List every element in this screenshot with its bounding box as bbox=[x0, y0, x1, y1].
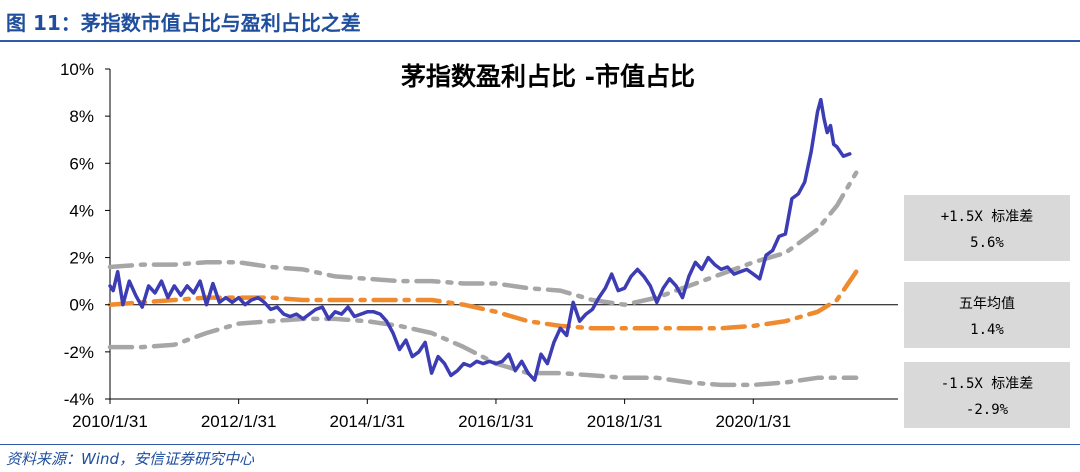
annotation-label: 五年均值 bbox=[959, 296, 1015, 312]
y-tick-label: 2% bbox=[69, 249, 94, 268]
figure-header: 图 11：茅指数市值占比与盈利占比之差 bbox=[0, 0, 1080, 44]
annotation-label: +1.5X 标准差 bbox=[941, 209, 1034, 225]
header-rule bbox=[0, 40, 1080, 42]
x-tick-label: 2014/1/31 bbox=[329, 412, 405, 431]
plot-area bbox=[109, 69, 898, 400]
chart-title: 茅指数盈利占比 -市值占比 bbox=[401, 62, 695, 91]
x-tick-label: 2018/1/31 bbox=[587, 412, 663, 431]
source-rule bbox=[0, 444, 1080, 445]
series-line-upper-band bbox=[107, 170, 859, 307]
y-tick-label: 0% bbox=[69, 296, 94, 315]
y-tick-label: -2% bbox=[64, 343, 94, 362]
x-tick-label: 2020/1/31 bbox=[715, 412, 791, 431]
x-tick-label: 2012/1/31 bbox=[201, 412, 277, 431]
annotation-box bbox=[904, 195, 1070, 261]
chart: 茅指数盈利占比 -市值占比 -4% -2% 0% 2% 4% 6% 8% 10% 2010/1/… bbox=[60, 60, 1070, 431]
annotation-box bbox=[904, 282, 1070, 348]
annotation-label: -1.5X 标准差 bbox=[941, 376, 1034, 392]
annotation-box bbox=[904, 362, 1070, 428]
x-tick-label: 2010/1/31 bbox=[72, 412, 148, 431]
annotation-value: 5.6% bbox=[970, 235, 1004, 251]
annotation-value: 1.4% bbox=[970, 322, 1004, 338]
y-tick-label: -4% bbox=[64, 390, 94, 409]
y-tick-label: 6% bbox=[69, 154, 94, 173]
series-line-five-year-mean bbox=[107, 269, 859, 331]
annotation-value: -2.9% bbox=[966, 402, 1009, 418]
figure-title: 图 11：茅指数市值占比与盈利占比之差 bbox=[6, 11, 361, 35]
series-line-diff bbox=[108, 97, 852, 382]
axis-ticks: -4% -2% 0% 2% 4% 6% 8% 10% 2010/1/31 2012/1/31 201… bbox=[60, 60, 791, 431]
x-tick-label: 2016/1/31 bbox=[458, 412, 534, 431]
y-tick-label: 10% bbox=[60, 60, 94, 79]
source-note: 资料来源：Wind，安信证券研究中心 bbox=[6, 450, 255, 468]
y-tick-label: 8% bbox=[69, 107, 94, 126]
annotations: +1.5X 标准差 5.6% 五年均值 1.4% -1.5X 标准差 -2.9% bbox=[904, 195, 1070, 428]
y-tick-label: 4% bbox=[69, 201, 94, 220]
series-layer bbox=[107, 97, 859, 388]
